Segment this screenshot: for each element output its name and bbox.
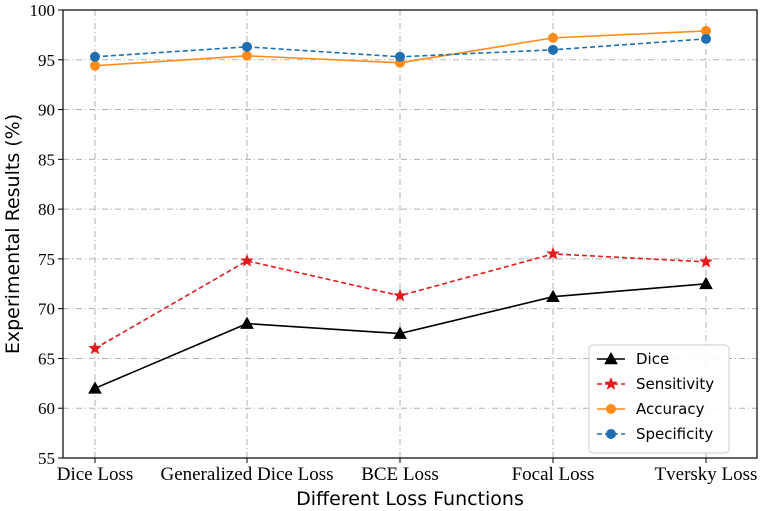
x-tick-label: Dice Loss (57, 464, 134, 485)
data-point-sensitivity (88, 341, 102, 355)
legend-label: Sensitivity (636, 375, 714, 393)
data-point-accuracy (701, 25, 711, 36)
data-point-accuracy (548, 32, 558, 43)
data-point-accuracy (90, 60, 100, 71)
data-point-dice (699, 276, 713, 290)
x-tick-label: Focal Loss (512, 464, 595, 485)
legend-label: Dice (636, 350, 669, 368)
data-point-specificity (701, 33, 711, 44)
series-accuracy (90, 25, 711, 71)
x-tick-label: Tversky Loss (655, 464, 758, 485)
data-point-dice (546, 289, 560, 303)
data-point-dice (393, 326, 407, 339)
y-tick-label: 95 (38, 51, 55, 70)
legend-marker (606, 429, 616, 439)
y-tick-label: 80 (38, 200, 55, 219)
y-tick-label: 60 (38, 399, 55, 418)
y-axis-ticks: 55 60 65 70 75 80 85 90 95 100 (30, 1, 63, 468)
data-point-specificity (395, 51, 405, 62)
data-point-sensitivity (240, 253, 254, 267)
series-lines (88, 25, 713, 394)
data-point-dice (88, 381, 102, 394)
series-sensitivity (88, 246, 713, 355)
legend-marker (606, 404, 616, 414)
plot-frame (62, 9, 758, 459)
legend-item-dice: Dice (597, 350, 669, 368)
data-point-sensitivity (546, 246, 560, 260)
data-point-specificity (90, 51, 100, 62)
legend: Dice Sensitivity Accuracy Specificity (588, 344, 730, 454)
y-tick-label: 55 (38, 449, 55, 468)
y-tick-label: 75 (38, 250, 55, 269)
data-point-sensitivity (699, 254, 713, 268)
legend-label: Accuracy (636, 400, 705, 418)
y-axis-label: Experimental Results (%) (2, 114, 24, 354)
legend-item-accuracy: Accuracy (597, 400, 705, 418)
x-tick-label: Generalized Dice Loss (160, 464, 333, 485)
y-tick-label: 85 (38, 150, 55, 169)
data-point-dice (240, 316, 254, 329)
legend-label: Specificity (636, 425, 713, 443)
legend-marker (604, 376, 618, 390)
data-point-accuracy (242, 50, 252, 61)
x-tick-label: BCE Loss (361, 464, 439, 485)
x-axis-label: Different Loss Functions (296, 488, 524, 510)
y-tick-label: 70 (38, 300, 55, 319)
y-tick-label: 100 (30, 1, 56, 20)
legend-item-sensitivity: Sensitivity (597, 375, 714, 393)
data-point-specificity (548, 44, 558, 55)
y-tick-label: 65 (38, 349, 55, 368)
data-point-specificity (242, 41, 252, 52)
series-dice (88, 276, 713, 394)
legend-marker (604, 351, 618, 365)
series-specificity (90, 33, 711, 62)
data-point-sensitivity (393, 288, 407, 302)
x-axis-ticks: Dice Loss Generalized Dice Loss BCE Loss Fo… (57, 458, 758, 485)
y-tick-label: 90 (38, 101, 55, 120)
legend-item-specificity: Specificity (597, 425, 713, 443)
legend-box (588, 344, 730, 454)
